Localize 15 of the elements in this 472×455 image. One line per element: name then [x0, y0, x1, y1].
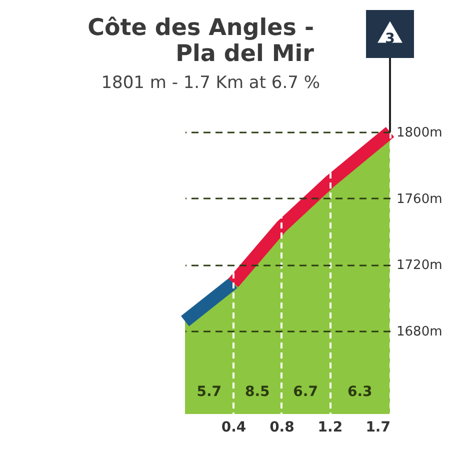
y-tick-label: 1720m	[396, 258, 442, 274]
chart-title: Côte des Angles - Pla del Mir	[88, 15, 315, 67]
y-tick-label: 1760m	[396, 192, 442, 207]
x-tick-label: 1.7	[366, 420, 390, 436]
annotation: 5.7	[196, 384, 222, 400]
annotation: 8.5	[244, 384, 270, 400]
y-tick-label: 1800m	[396, 126, 442, 140]
annotation: 3	[385, 31, 395, 47]
x-tick-label: 0.4	[221, 420, 246, 436]
x-tick-label: 1.2	[318, 420, 343, 436]
annotation: 6.7	[293, 384, 318, 400]
chart-subtitle: 1801 m - 1.7 Km at 6.7 %	[101, 73, 320, 93]
annotation: 6.3	[347, 384, 372, 400]
x-tick-label: 0.8	[270, 420, 294, 436]
y-tick-label: 1680m	[396, 324, 442, 340]
